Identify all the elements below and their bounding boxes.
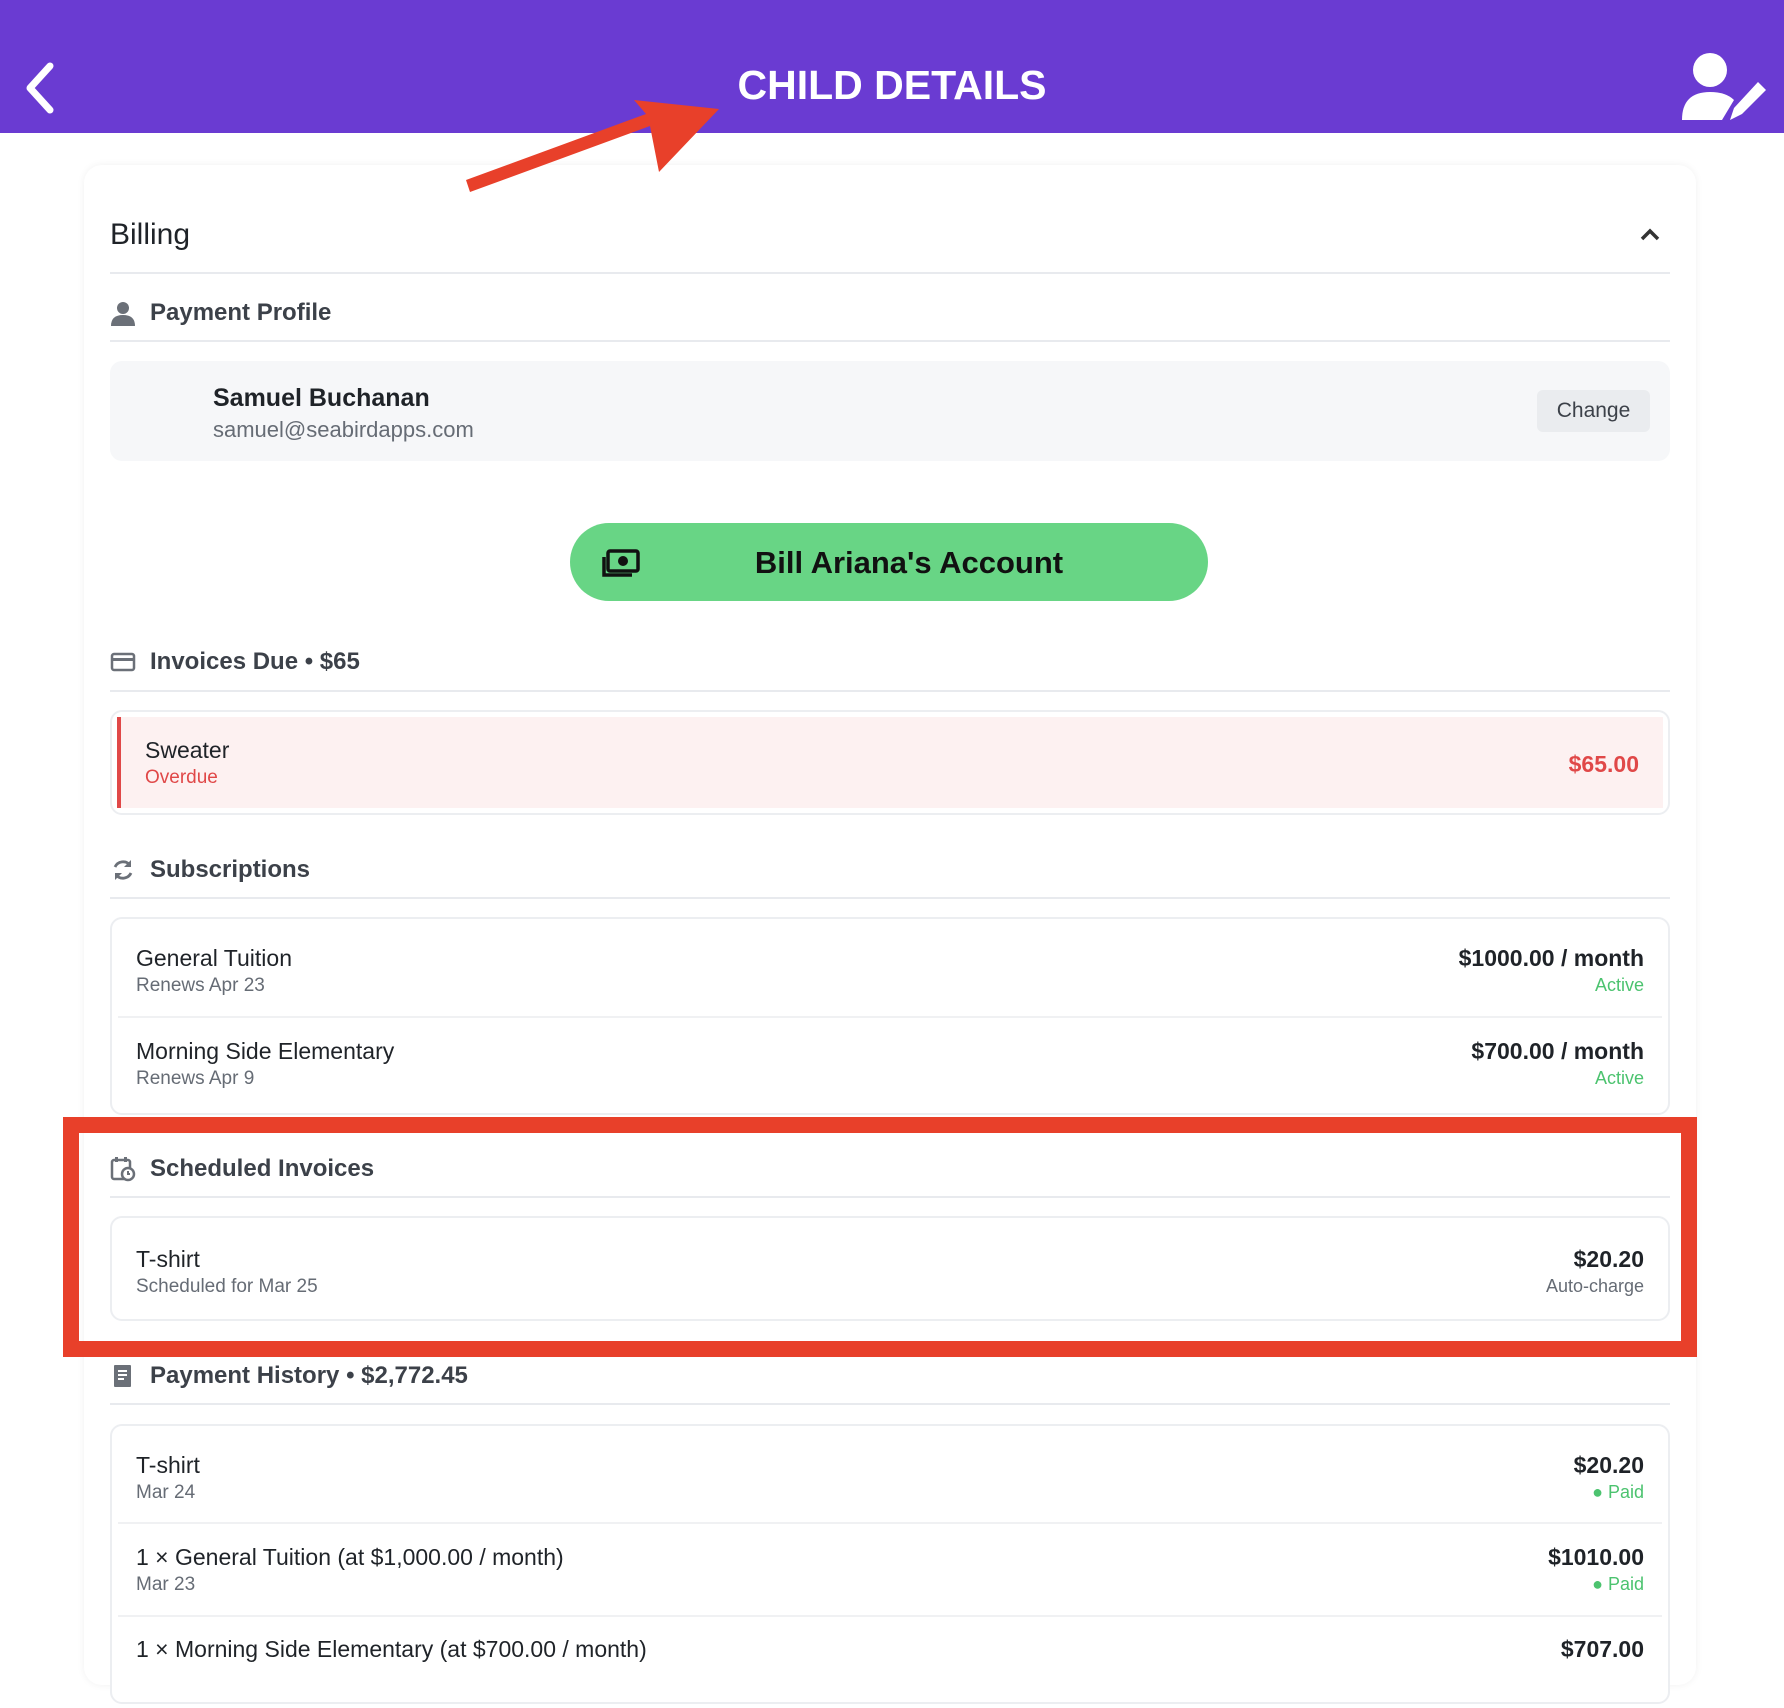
section-label: Payment History • $2,772.45 [150,1362,468,1389]
subscription-status: Active [1594,1068,1644,1088]
billing-title: Billing [110,218,191,251]
subscription-renewal: Renews Apr 9 [136,1068,255,1089]
bill-account-label: Bill Ariana's Account [754,545,1064,580]
payment-status: ● Paid [1592,1574,1644,1595]
payment-history-list: T-shirt Mar 24 $20.20 ● Paid 1 × General… [110,1424,1670,1704]
invoice-status: Overdue [145,767,218,788]
highlight-box-annotation [63,1117,1697,1357]
arrow-annotation-icon [466,100,719,192]
divider [110,272,1670,274]
divider [110,340,1670,342]
payment-amount: $707.00 [1560,1636,1644,1662]
payment-title: 1 × General Tuition (at $1,000.00 / mont… [136,1544,564,1570]
scheduled-status: Auto-charge [1545,1276,1644,1296]
payment-date: Mar 24 [136,1482,196,1503]
credit-card-icon [110,652,136,672]
invoice-amount: $65.00 [1568,751,1639,777]
subscription-amount: $700.00 / month [1471,1038,1644,1064]
subscription-row[interactable]: General Tuition Renews Apr 23 $1000.00 /… [112,919,1668,1016]
payment-date: Mar 23 [136,1574,196,1595]
receipt-icon [114,1365,131,1387]
payment-row[interactable]: 1 × General Tuition (at $1,000.00 / mont… [112,1522,1668,1615]
money-icon [602,549,640,577]
scheduled-invoices-list: T-shirt Scheduled for Mar 25 $20.20 Auto… [110,1216,1670,1321]
status-dot-icon: ● [1592,1482,1608,1502]
profile-email: samuel@seabirdapps.com [213,417,474,442]
bill-account-button[interactable]: Bill Ariana's Account [570,523,1208,601]
subscription-title: General Tuition [136,945,292,971]
payment-row[interactable]: 1 × Morning Side Elementary (at $700.00 … [112,1615,1668,1708]
refresh-icon [113,860,133,880]
divider [110,690,1670,692]
subscription-renewal: Renews Apr 23 [136,975,265,996]
invoices-due-list: Sweater Overdue $65.00 [110,710,1670,815]
payment-title: T-shirt [136,1452,200,1478]
profile-name: Samuel Buchanan [213,384,430,412]
row-divider [118,1615,1662,1617]
subscription-row[interactable]: Morning Side Elementary Renews Apr 9 $70… [112,1016,1668,1113]
row-divider [118,1016,1662,1018]
status-dot-icon: ● [1592,1574,1608,1594]
payment-profile-heading: Payment Profile [110,299,331,327]
payment-row[interactable]: T-shirt Mar 24 $20.20 ● Paid [112,1426,1668,1522]
section-label: Payment Profile [150,299,332,326]
section-label: Scheduled Invoices [150,1155,375,1182]
section-label: Invoices Due • $65 [150,648,360,675]
section-label: Subscriptions [150,856,311,883]
invoice-title: Sweater [145,737,230,763]
scheduled-date: Scheduled for Mar 25 [136,1276,318,1297]
scheduled-invoices-heading: Scheduled Invoices [110,1155,374,1183]
back-chevron-icon[interactable] [22,60,58,116]
subscription-amount: $1000.00 / month [1458,945,1644,971]
page-title: CHILD DETAILS [737,62,1047,108]
payment-status-label: Paid [1607,1574,1644,1594]
payment-status: ● Paid [1592,1482,1644,1503]
subscriptions-list: General Tuition Renews Apr 23 $1000.00 /… [110,917,1670,1115]
app-header: CHILD DETAILS [0,0,1784,133]
divider [110,897,1670,899]
payment-amount: $20.20 [1573,1452,1644,1478]
chevron-up-icon[interactable] [1638,224,1662,244]
calendar-clock-icon [110,1157,136,1182]
scheduled-amount: $20.20 [1573,1246,1644,1272]
subscription-title: Morning Side Elementary [136,1038,395,1064]
subscriptions-heading: Subscriptions [110,856,310,884]
payment-status-label: Paid [1607,1482,1644,1502]
invoices-due-heading: Invoices Due • $65 [110,648,360,676]
scheduled-invoice-row[interactable]: T-shirt Scheduled for Mar 25 $20.20 Auto… [112,1218,1668,1318]
payment-title: 1 × Morning Side Elementary (at $700.00 … [136,1636,647,1662]
change-button[interactable]: Change [1537,390,1650,432]
user-icon [111,302,135,326]
payment-history-heading: Payment History • $2,772.45 [110,1362,468,1390]
subscription-status: Active [1594,975,1644,995]
payment-profile-box: Samuel Buchanan samuel@seabirdapps.com C… [110,361,1670,461]
scheduled-title: T-shirt [136,1246,200,1272]
payment-amount: $1010.00 [1548,1544,1644,1570]
divider [110,1196,1670,1198]
user-edit-icon[interactable] [1680,50,1768,122]
row-divider [118,1522,1662,1524]
invoice-row[interactable]: Sweater Overdue $65.00 [117,717,1663,808]
divider [110,1403,1670,1405]
